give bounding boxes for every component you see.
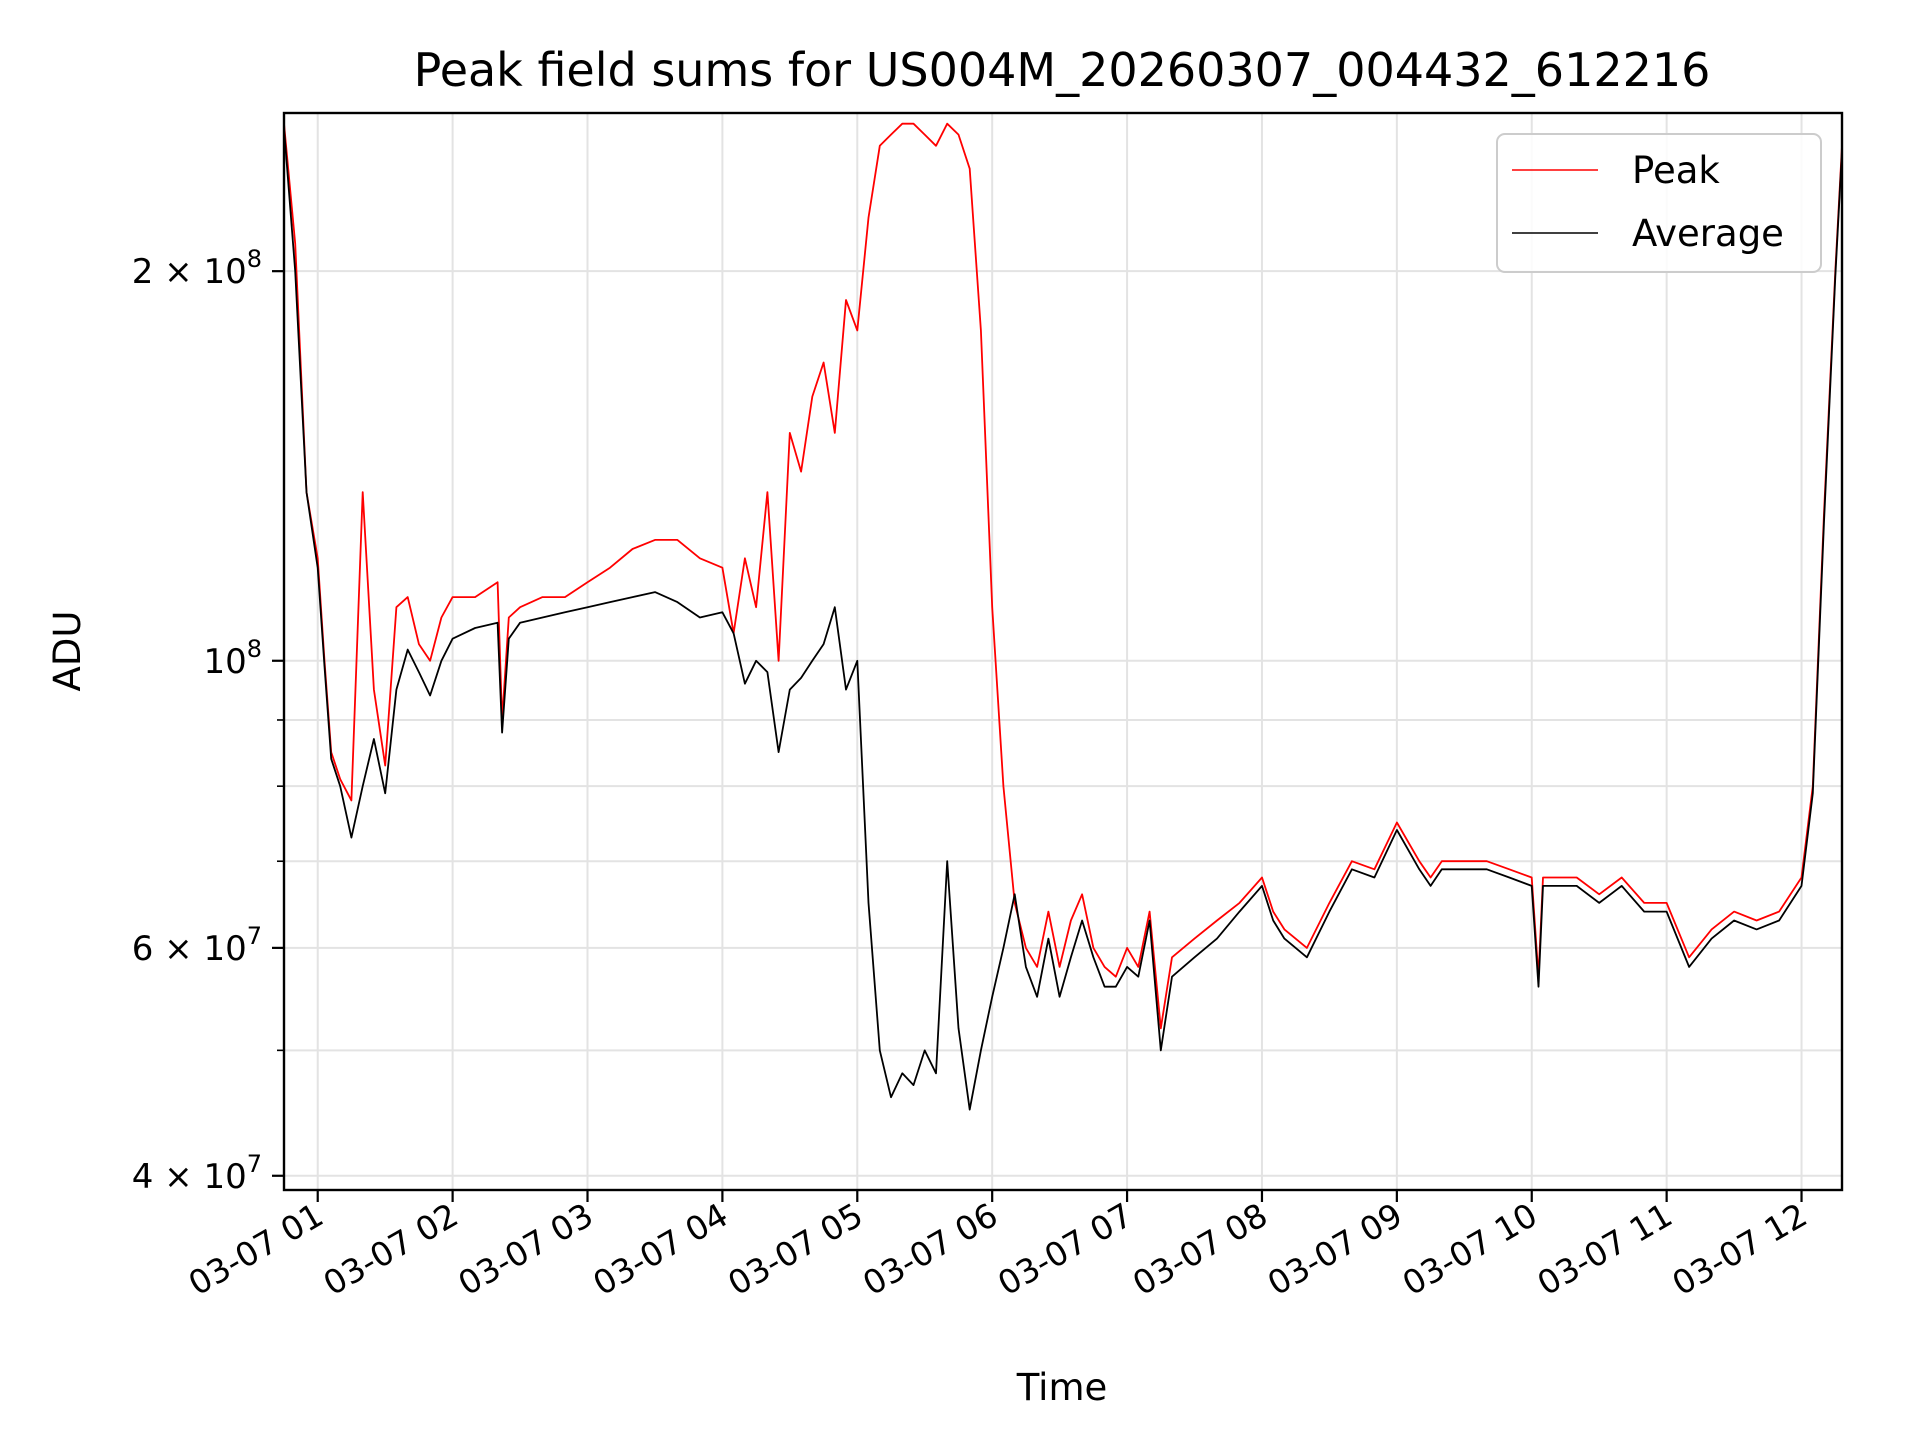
legend-box <box>1496 133 1822 273</box>
y-tick-base: 10 <box>203 1157 246 1197</box>
y-tick-base: 10 <box>203 252 246 292</box>
y-tick-label: 2 × 108 <box>132 245 262 292</box>
y-tick-times: × <box>153 1157 203 1197</box>
y-tick-mantissa: 2 <box>132 252 154 292</box>
y-tick-label: 108 <box>203 635 262 682</box>
legend-label-average: Average <box>1632 212 1784 255</box>
y-tick-base: 10 <box>203 642 246 682</box>
y-tick-times: × <box>153 252 203 292</box>
y-tick-label: 6 × 107 <box>132 922 262 969</box>
chart-title: Peak field sums for US004M_20260307_0044… <box>414 43 1711 97</box>
legend: Peak Average <box>1496 133 1822 273</box>
y-tick-mantissa: 6 <box>132 929 154 969</box>
y-tick-exponent: 7 <box>247 922 262 950</box>
plot-area <box>284 122 1842 1111</box>
y-tick-label: 4 × 107 <box>132 1150 262 1197</box>
y-axis-label: ADU <box>46 611 89 692</box>
y-tick-mantissa: 4 <box>132 1157 154 1197</box>
y-tick-exponent: 8 <box>247 635 262 663</box>
y-tick-exponent: 8 <box>247 245 262 273</box>
series-line-average <box>284 127 1842 1111</box>
y-tick-times: × <box>153 929 203 969</box>
legend-label-peak: Peak <box>1632 149 1720 192</box>
plot-frame <box>282 111 1844 1192</box>
x-axis-label: Time <box>1016 1366 1108 1409</box>
y-tick-exponent: 7 <box>247 1150 262 1178</box>
y-tick-base: 10 <box>203 929 246 969</box>
